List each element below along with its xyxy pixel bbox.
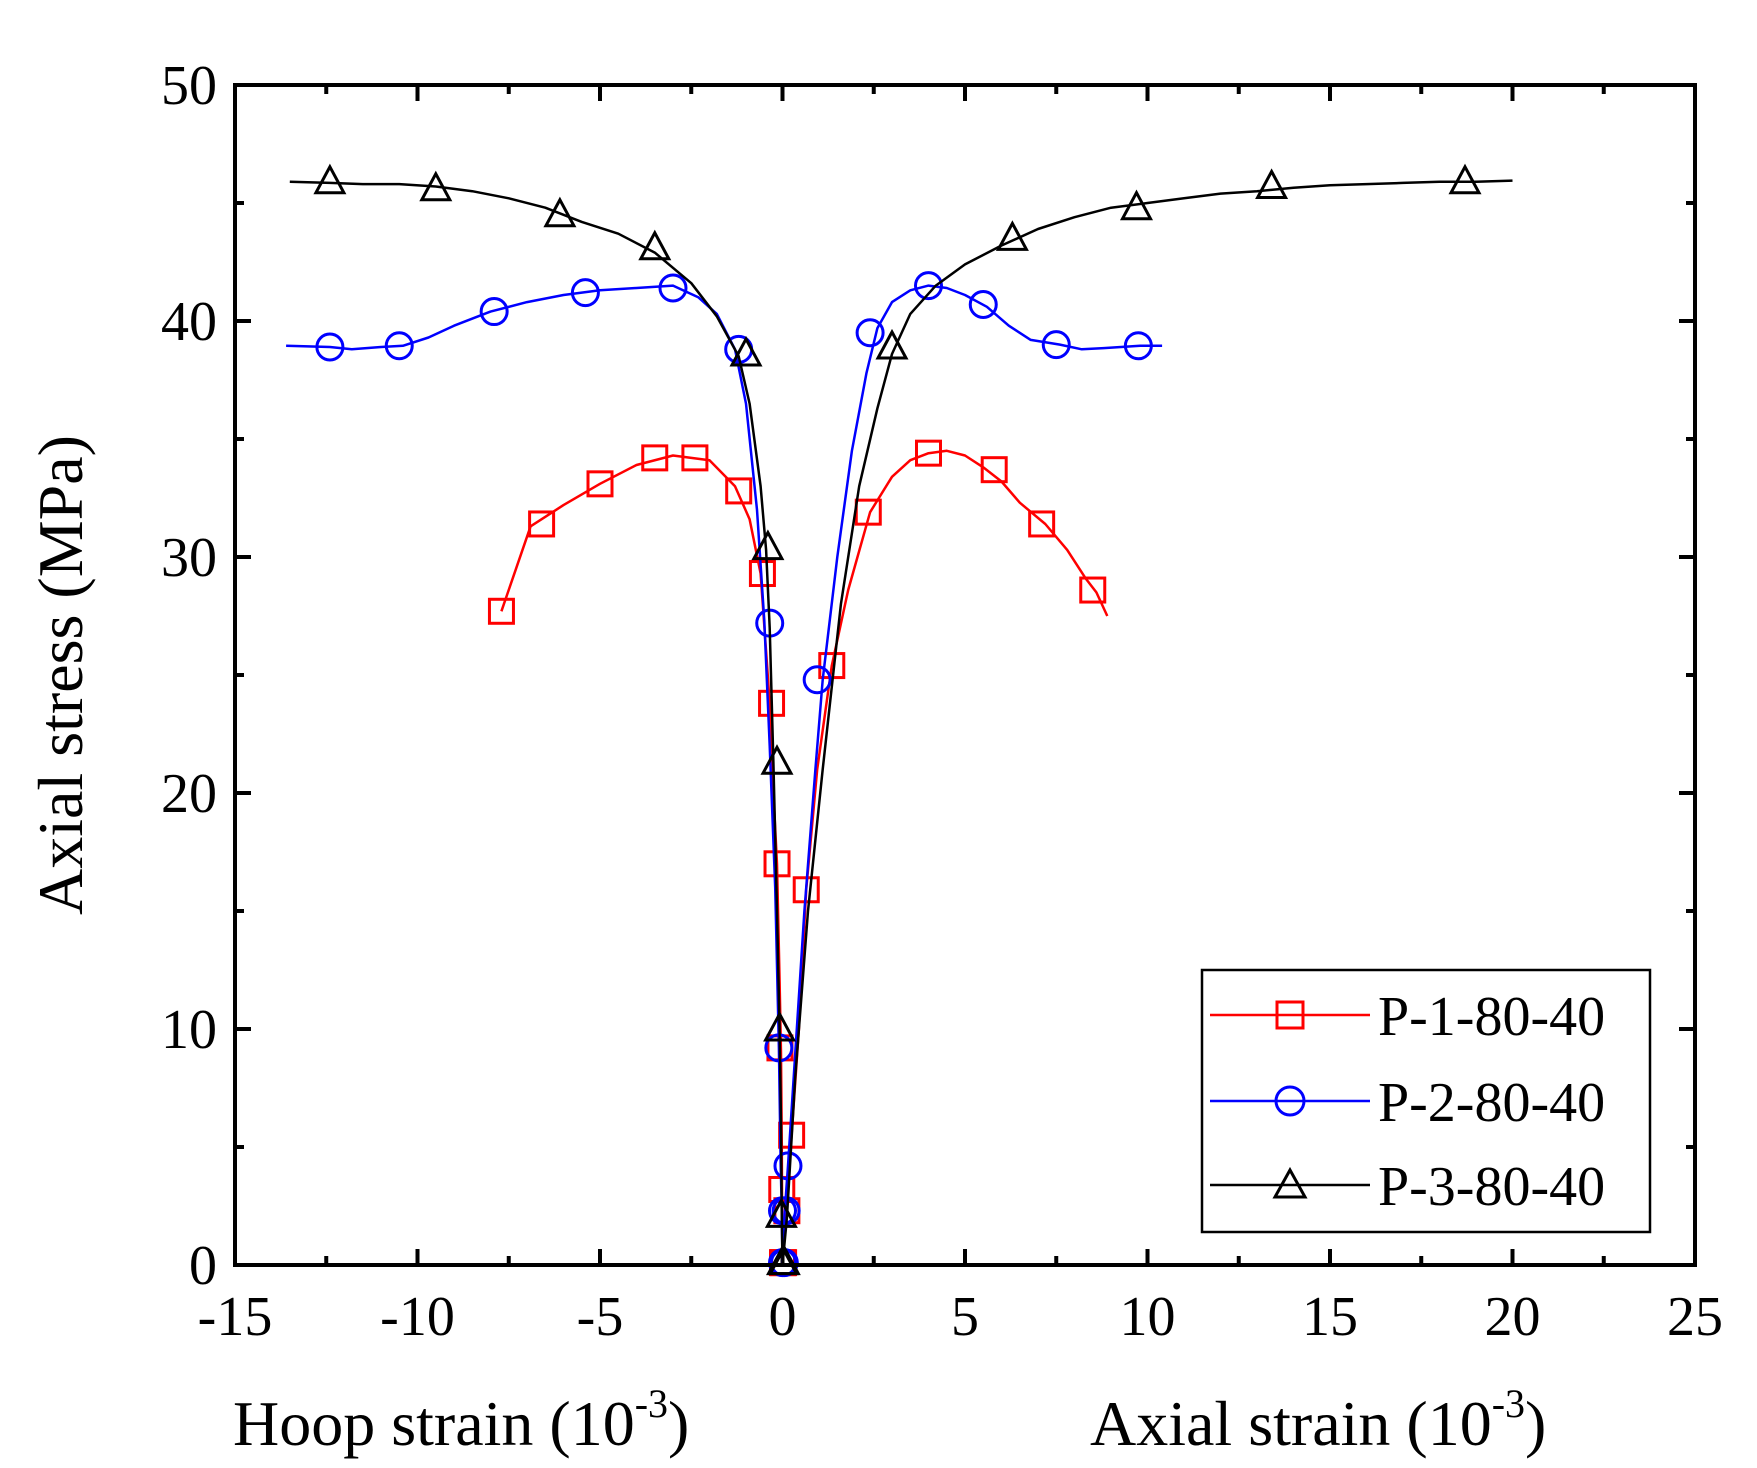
series-P-3-80-40 bbox=[289, 163, 1513, 1276]
data-point-circle bbox=[384, 331, 414, 361]
y-tick-label: 0 bbox=[189, 1235, 217, 1297]
data-point-circle bbox=[570, 278, 600, 308]
data-point-triangle bbox=[638, 229, 672, 261]
legend-marker-p1 bbox=[1275, 1000, 1305, 1030]
series-line-hoop bbox=[289, 180, 784, 1266]
plot-frame bbox=[233, 83, 1697, 1267]
data-point-square bbox=[586, 470, 614, 498]
y-tick-label: 10 bbox=[161, 999, 217, 1061]
data-point-circle bbox=[914, 271, 943, 301]
data-point-triangle bbox=[1448, 163, 1482, 195]
data-point-triangle bbox=[729, 335, 763, 367]
x-axis-title-hoop-exponent: -3 bbox=[635, 1381, 668, 1426]
series-line-hoop bbox=[286, 284, 784, 1266]
y-tick-label: 30 bbox=[161, 527, 217, 589]
y-tick-label: 20 bbox=[161, 763, 217, 825]
data-point-triangle bbox=[313, 163, 347, 195]
x-tick-label: -5 bbox=[577, 1286, 624, 1348]
x-axis-title-axial-close: ) bbox=[1525, 1388, 1546, 1459]
data-point-square bbox=[1079, 576, 1107, 604]
data-point-square bbox=[528, 510, 556, 538]
data-point-triangle bbox=[543, 196, 577, 228]
x-tick-label: -10 bbox=[380, 1286, 455, 1348]
data-point-square bbox=[641, 444, 669, 472]
x-tick-label: 15 bbox=[1302, 1286, 1358, 1348]
data-point-triangle bbox=[760, 744, 794, 775]
x-axis-title-axial-exponent: -3 bbox=[1492, 1381, 1525, 1426]
y-tick-label: 40 bbox=[161, 291, 217, 353]
series-group bbox=[286, 163, 1513, 1278]
legend: P-1-80-40 P-2-80-40 P-3-80-40 bbox=[1200, 968, 1652, 1234]
x-axis-title-hoop-text: Hoop strain (10 bbox=[233, 1388, 635, 1459]
x-tick-label: 20 bbox=[1485, 1286, 1541, 1348]
data-point-square bbox=[681, 444, 709, 472]
data-point-circle bbox=[802, 665, 832, 695]
data-point-triangle bbox=[875, 328, 909, 360]
x-axis-title-hoop: Hoop strain (10-3) bbox=[233, 1381, 689, 1459]
data-point-square bbox=[487, 597, 515, 625]
series-P-2-80-40 bbox=[286, 271, 1163, 1278]
data-point-triangle bbox=[419, 170, 453, 202]
series-line-hoop bbox=[500, 454, 784, 1266]
legend-label-p2: P-2-80-40 bbox=[1378, 1072, 1605, 1134]
data-point-square bbox=[725, 477, 753, 505]
x-tick-label: 0 bbox=[769, 1286, 797, 1348]
data-point-triangle bbox=[763, 1010, 797, 1042]
data-point-circle bbox=[658, 273, 688, 303]
data-point-triangle bbox=[751, 529, 785, 561]
x-axis-title-hoop-close: ) bbox=[668, 1388, 689, 1459]
data-point-circle bbox=[315, 332, 345, 362]
x-axis-title-axial: Axial strain (10-3) bbox=[1090, 1381, 1546, 1459]
y-tick-label: 50 bbox=[161, 55, 217, 117]
x-tick-label: 5 bbox=[951, 1286, 979, 1348]
data-point-circle bbox=[1123, 331, 1153, 361]
legend-marker-p2 bbox=[1274, 1085, 1306, 1117]
data-point-square bbox=[915, 439, 942, 467]
series-line-axial bbox=[781, 179, 1513, 1266]
y-axis-title: Axial stress (MPa) bbox=[25, 435, 96, 915]
series-line-axial bbox=[781, 449, 1109, 1266]
data-point-circle bbox=[968, 289, 998, 319]
data-point-circle bbox=[855, 318, 885, 348]
x-tick-label: 10 bbox=[1120, 1286, 1176, 1348]
series-line-axial bbox=[781, 284, 1163, 1266]
data-point-circle bbox=[479, 297, 509, 327]
legend-label-p3: P-3-80-40 bbox=[1378, 1156, 1605, 1218]
data-point-triangle bbox=[995, 220, 1029, 251]
x-axis-title-axial-text: Axial strain (10 bbox=[1090, 1388, 1492, 1459]
data-point-square bbox=[1028, 510, 1056, 538]
data-point-circle bbox=[1041, 330, 1071, 360]
legend-label-p1: P-1-80-40 bbox=[1378, 986, 1605, 1048]
x-tick-label: -15 bbox=[198, 1286, 273, 1348]
series-P-1-80-40 bbox=[487, 439, 1109, 1277]
data-point-triangle bbox=[1119, 189, 1154, 221]
tick-labels: -15 -10 -5 0 5 10 15 20 25 0 10 20 30 40 50 bbox=[161, 55, 1723, 1348]
data-point-square bbox=[980, 456, 1008, 484]
x-tick-label: 25 bbox=[1667, 1286, 1723, 1348]
legend-marker-p3 bbox=[1272, 1166, 1308, 1199]
data-point-triangle bbox=[767, 1244, 801, 1276]
data-point-triangle bbox=[1255, 168, 1289, 199]
